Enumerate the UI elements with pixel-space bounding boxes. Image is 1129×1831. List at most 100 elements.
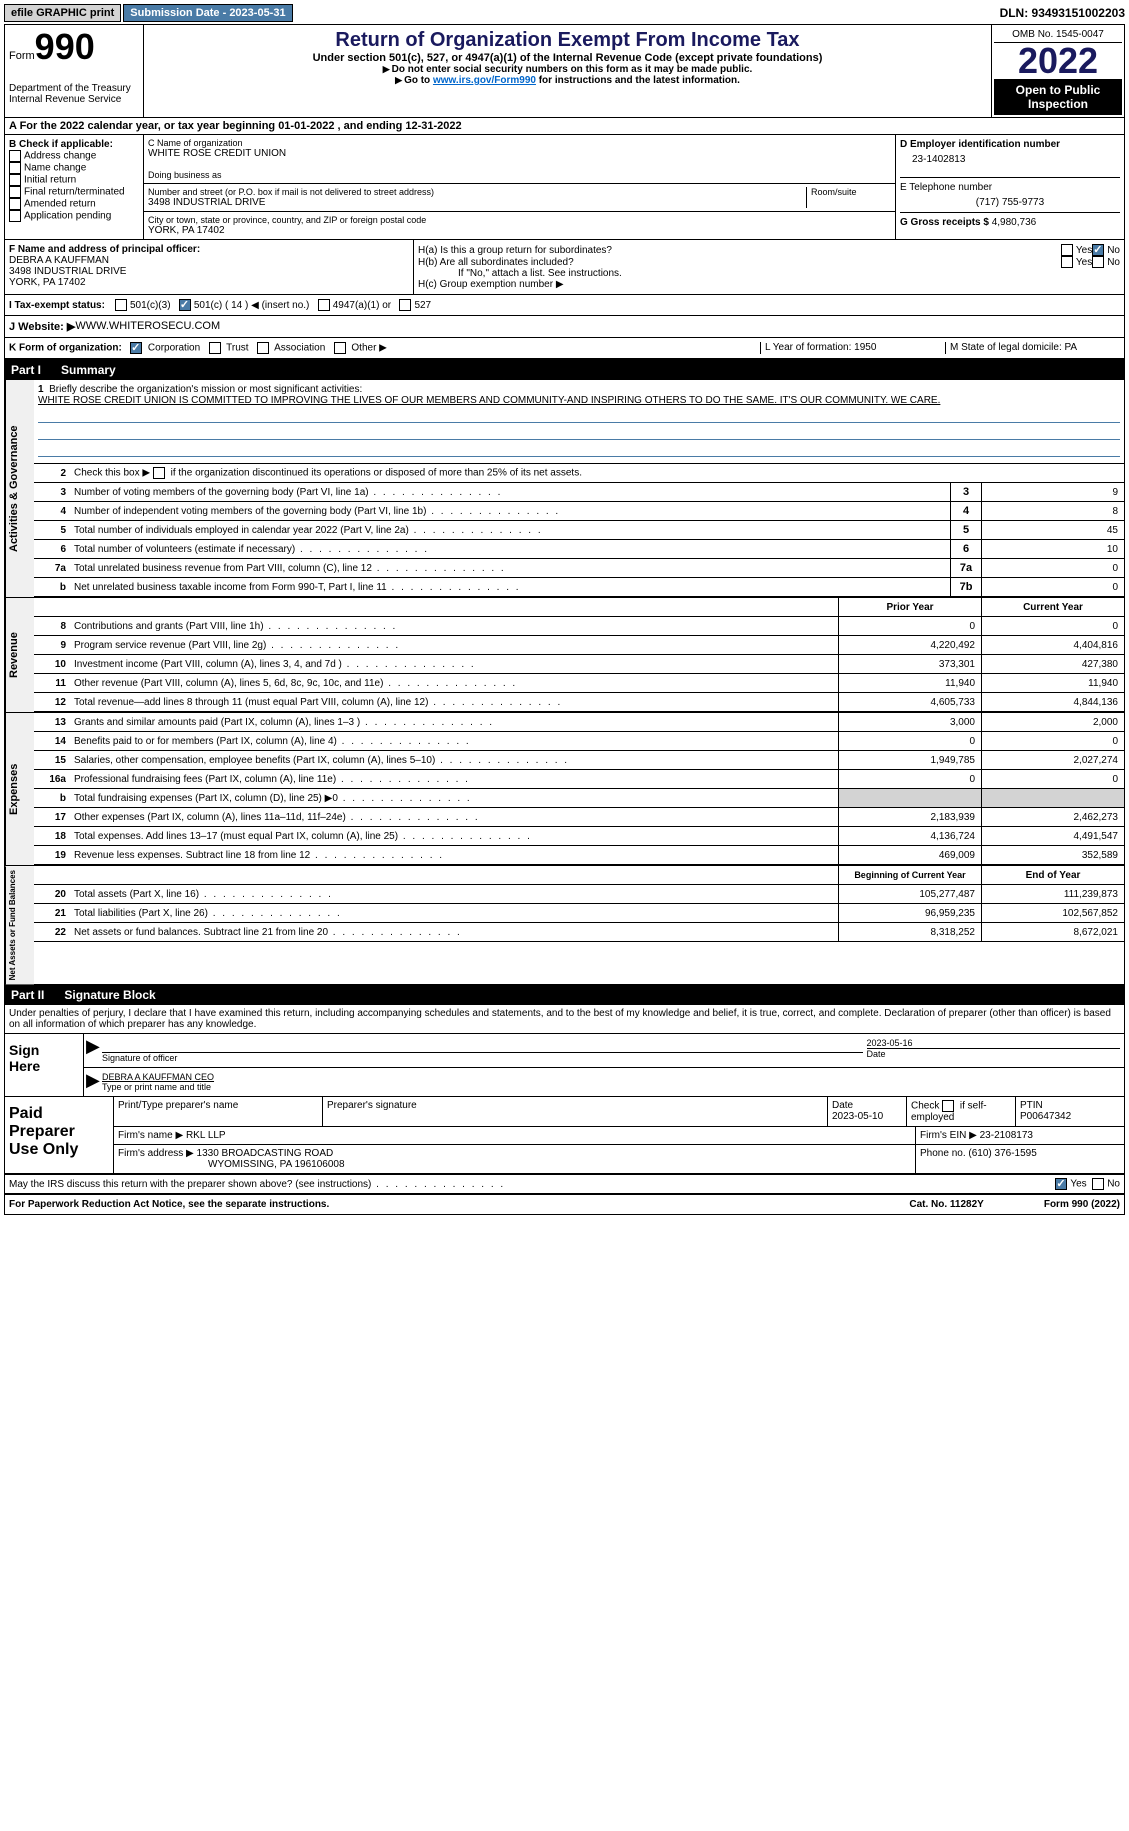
phone-value: (717) 755-9773 — [900, 193, 1120, 212]
table-row: 18Total expenses. Add lines 13–17 (must … — [34, 827, 1124, 846]
corporation-checkbox[interactable] — [130, 342, 142, 354]
firm-addr1: 1330 BROADCASTING ROAD — [197, 1148, 334, 1159]
discontinued-checkbox[interactable] — [153, 467, 165, 479]
officer-city: YORK, PA 17402 — [9, 277, 86, 288]
net-assets-tab: Net Assets or Fund Balances — [5, 866, 34, 984]
initial-return-checkbox[interactable] — [9, 174, 21, 186]
efile-button[interactable]: efile GRAPHIC print — [4, 4, 121, 22]
column-d-ein: D Employer identification number 23-1402… — [896, 135, 1124, 239]
trust-checkbox[interactable] — [209, 342, 221, 354]
application-pending-checkbox[interactable] — [9, 210, 21, 222]
other-checkbox[interactable] — [334, 342, 346, 354]
ha-no-checkbox[interactable] — [1092, 244, 1104, 256]
street-address: 3498 INDUSTRIAL DRIVE — [148, 197, 806, 208]
table-row: 7aTotal unrelated business revenue from … — [34, 559, 1124, 578]
table-row: 9Program service revenue (Part VIII, lin… — [34, 636, 1124, 655]
dept-text: Department of the TreasuryInternal Reven… — [9, 83, 139, 105]
prior-year-header: Prior Year — [838, 598, 981, 616]
open-public-badge: Open to Public Inspection — [994, 79, 1122, 115]
dba-label: Doing business as — [148, 170, 891, 180]
association-checkbox[interactable] — [257, 342, 269, 354]
firm-addr2: WYOMISSING, PA 196106008 — [118, 1159, 345, 1170]
city-state-zip: YORK, PA 17402 — [148, 225, 891, 236]
sig-date-label: Date — [867, 1048, 1121, 1059]
current-year-header: Current Year — [981, 598, 1124, 616]
table-row: 12Total revenue—add lines 8 through 11 (… — [34, 693, 1124, 712]
sig-officer-label: Signature of officer — [102, 1053, 177, 1063]
officer-print-name: DEBRA A KAUFFMAN CEO — [102, 1072, 1120, 1082]
prep-sig-label: Preparer's signature — [323, 1097, 828, 1126]
tax-year: 2022 — [994, 43, 1122, 79]
hc-label: H(c) Group exemption number ▶ — [418, 279, 1120, 290]
officer-name: DEBRA A KAUFFMAN — [9, 255, 109, 266]
phone-label: E Telephone number — [900, 182, 992, 193]
firm-phone: (610) 376-1595 — [968, 1148, 1036, 1159]
expenses-tab: Expenses — [5, 713, 34, 865]
table-row: 22Net assets or fund balances. Subtract … — [34, 923, 1124, 942]
ptin-value: P00647342 — [1020, 1111, 1071, 1122]
table-row: 4Number of independent voting members of… — [34, 502, 1124, 521]
gross-label: G Gross receipts $ — [900, 217, 989, 228]
firm-ein: 23-2108173 — [980, 1130, 1033, 1141]
form-label: Form — [9, 50, 35, 62]
table-row: 8Contributions and grants (Part VIII, li… — [34, 617, 1124, 636]
table-row: bTotal fundraising expenses (Part IX, co… — [34, 789, 1124, 808]
penalty-statement: Under penalties of perjury, I declare th… — [5, 1005, 1124, 1034]
sign-here-label: SignHere — [5, 1034, 84, 1096]
row-j-website: J Website: ▶ WWW.WHITEROSECU.COM — [5, 316, 1124, 338]
527-checkbox[interactable] — [399, 299, 411, 311]
line-2: 2 Check this box ▶ if the organization d… — [34, 464, 1124, 483]
sig-date: 2023-05-16 — [867, 1038, 1121, 1048]
irs-link[interactable]: www.irs.gov/Form990 — [433, 75, 536, 86]
row-k-form-org: K Form of organization: Corporation Trus… — [5, 338, 1124, 360]
part-1-header: Part I Summary — [5, 360, 1124, 380]
address-change-checkbox[interactable] — [9, 150, 21, 162]
mission-block: 1 Briefly describe the organization's mi… — [34, 380, 1124, 464]
final-return-checkbox[interactable] — [9, 186, 21, 198]
revenue-tab: Revenue — [5, 598, 34, 712]
ha-label: H(a) Is this a group return for subordin… — [418, 245, 1061, 256]
4947-checkbox[interactable] — [318, 299, 330, 311]
ha-yes-checkbox[interactable] — [1061, 244, 1073, 256]
table-row: 5Total number of individuals employed in… — [34, 521, 1124, 540]
name-change-checkbox[interactable] — [9, 162, 21, 174]
footer-left: For Paperwork Reduction Act Notice, see … — [9, 1199, 329, 1210]
amended-return-checkbox[interactable] — [9, 198, 21, 210]
table-row: 14Benefits paid to or for members (Part … — [34, 732, 1124, 751]
hb-label: H(b) Are all subordinates included? — [418, 257, 1061, 268]
table-row: 10Investment income (Part VIII, column (… — [34, 655, 1124, 674]
activities-governance-tab: Activities & Governance — [5, 380, 34, 597]
end-year-header: End of Year — [981, 866, 1124, 884]
hb-no-checkbox[interactable] — [1092, 256, 1104, 268]
net-header: Beginning of Current Year End of Year — [34, 866, 1124, 885]
sig-arrow-icon: ▶ — [86, 1036, 100, 1065]
self-employed-checkbox[interactable] — [942, 1100, 954, 1112]
form-number: 990 — [35, 26, 95, 67]
ssn-warning: Do not enter social security numbers on … — [148, 64, 987, 75]
footer-right: Form 990 (2022) — [1044, 1199, 1120, 1210]
form-title: Return of Organization Exempt From Incom… — [148, 29, 987, 52]
footer-mid: Cat. No. 11282Y — [909, 1199, 983, 1210]
mission-text: WHITE ROSE CREDIT UNION IS COMMITTED TO … — [38, 395, 940, 406]
revenue-header: Prior Year Current Year — [34, 598, 1124, 617]
501c3-checkbox[interactable] — [115, 299, 127, 311]
begin-year-header: Beginning of Current Year — [838, 866, 981, 884]
dln-text: DLN: 93493151002203 — [1000, 6, 1125, 20]
hb-yes-checkbox[interactable] — [1061, 256, 1073, 268]
table-row: 3Number of voting members of the governi… — [34, 483, 1124, 502]
hb-note: If "No," attach a list. See instructions… — [418, 268, 1120, 279]
paid-preparer-section: PaidPreparerUse Only Print/Type preparer… — [5, 1097, 1124, 1175]
website-value: WWW.WHITEROSECU.COM — [75, 320, 220, 333]
discuss-no-checkbox[interactable] — [1092, 1178, 1104, 1190]
form-subtitle: Under section 501(c), 527, or 4947(a)(1)… — [148, 52, 987, 64]
discuss-yes-checkbox[interactable] — [1055, 1178, 1067, 1190]
org-name: WHITE ROSE CREDIT UNION — [148, 148, 891, 159]
discuss-row: May the IRS discuss this return with the… — [5, 1175, 1124, 1195]
prep-print-label: Print/Type preparer's name — [114, 1097, 323, 1126]
page-footer: For Paperwork Reduction Act Notice, see … — [5, 1195, 1124, 1214]
501c-checkbox[interactable] — [179, 299, 191, 311]
paid-preparer-label: PaidPreparerUse Only — [5, 1097, 114, 1173]
ptin-label: PTIN — [1020, 1100, 1043, 1111]
firm-ein-label: Firm's EIN ▶ — [920, 1130, 977, 1141]
submission-button[interactable]: Submission Date - 2023-05-31 — [123, 4, 292, 22]
